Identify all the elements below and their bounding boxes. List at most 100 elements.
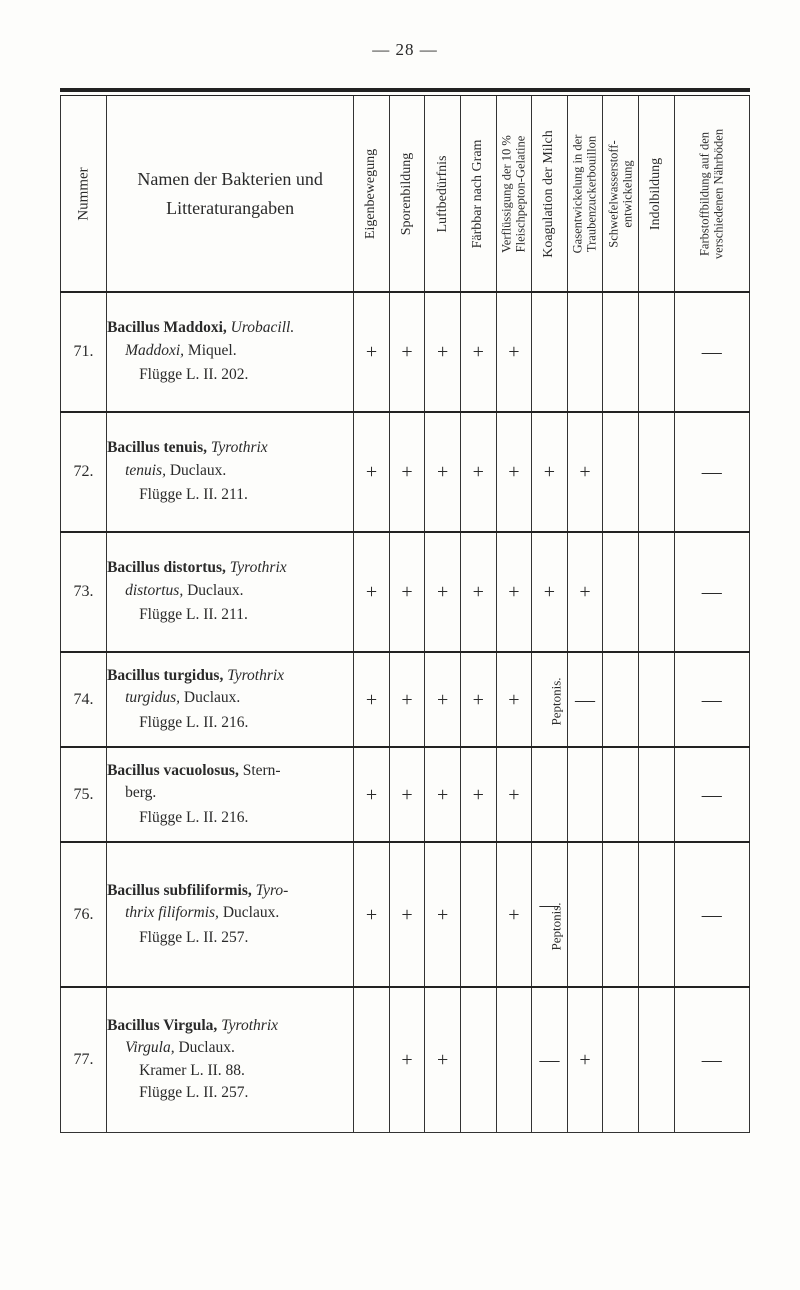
data-cell [638, 747, 674, 842]
data-cell: + [496, 532, 532, 652]
data-cell: + [425, 987, 461, 1132]
col-header-0: Eigenbewegung [354, 96, 390, 292]
data-cell [460, 987, 496, 1132]
data-cell: + [460, 412, 496, 532]
data-cell: — [674, 292, 749, 412]
data-cell: + [460, 532, 496, 652]
data-cell [496, 987, 532, 1132]
data-cell: + [389, 292, 425, 412]
data-cell: — [674, 747, 749, 842]
data-cell [603, 747, 639, 842]
row-name: Bacillus vacuolosus, Stern-berg.Flügge L… [107, 747, 354, 842]
data-cell [603, 987, 639, 1132]
data-cell [567, 747, 603, 842]
col-header-9: Farbstoffbildung auf denverschiedenen Nä… [674, 96, 749, 292]
row-number: 72. [61, 412, 107, 532]
row-number: 73. [61, 532, 107, 652]
data-cell [638, 292, 674, 412]
row-number: 74. [61, 652, 107, 747]
col-header-2: Luftbedürfnis [425, 96, 461, 292]
data-cell [460, 842, 496, 987]
table-row: 71.Bacillus Maddoxi, Urobacill.Maddoxi, … [61, 292, 750, 412]
data-cell [638, 412, 674, 532]
data-cell: + [496, 412, 532, 532]
data-cell: + [567, 412, 603, 532]
col-header-8: Indolbildung [638, 96, 674, 292]
data-cell: + [389, 652, 425, 747]
row-number: 76. [61, 842, 107, 987]
page-number: — 28 — [60, 40, 750, 60]
data-cell: + [389, 842, 425, 987]
data-cell: + [496, 652, 532, 747]
data-cell: — [674, 842, 749, 987]
data-cell [603, 532, 639, 652]
row-name: Bacillus tenuis, Tyrothrixtenuis, Duclau… [107, 412, 354, 532]
data-cell: + [389, 532, 425, 652]
table-row: 77.Bacillus Virgula, TyrothrixVirgula, D… [61, 987, 750, 1132]
page: — 28 — Nummer Namen der Bakterien und Li… [0, 0, 800, 1290]
row-name: Bacillus subfiliformis, Tyro-thrix filif… [107, 842, 354, 987]
col-header-7: Schwefelwasserstoff-entwickelung [603, 96, 639, 292]
row-number: 77. [61, 987, 107, 1132]
data-cell: + [389, 987, 425, 1132]
data-cell: + [425, 652, 461, 747]
top-rule [60, 88, 750, 96]
data-cell [354, 987, 390, 1132]
row-name: Bacillus Virgula, TyrothrixVirgula, Ducl… [107, 987, 354, 1132]
data-cell [603, 652, 639, 747]
data-cell: + [354, 292, 390, 412]
data-cell: + [496, 747, 532, 842]
table-row: 73.Bacillus distortus, Tyrothrixdistortu… [61, 532, 750, 652]
data-cell: + [532, 412, 568, 532]
data-cell [603, 292, 639, 412]
data-cell: — [674, 987, 749, 1132]
col-header-name: Namen der Bakterien und Litteraturangabe… [107, 96, 354, 292]
data-cell [567, 842, 603, 987]
data-cell: + [460, 652, 496, 747]
data-cell [532, 747, 568, 842]
data-cell: — [674, 412, 749, 532]
col-header-nummer: Nummer [61, 96, 107, 292]
data-cell: + [354, 652, 390, 747]
data-cell: + [567, 532, 603, 652]
data-cell: — [532, 987, 568, 1132]
bacteria-table: Nummer Namen der Bakterien und Litteratu… [60, 96, 750, 1133]
col-header-4: Verflüssigung der 10 %Fleischpepton-Gela… [496, 96, 532, 292]
data-cell: + [425, 292, 461, 412]
data-cell [603, 842, 639, 987]
data-cell: + [354, 842, 390, 987]
col-header-6: Gasentwickelung in derTraubenzuckerbouil… [567, 96, 603, 292]
data-cell [638, 987, 674, 1132]
table-row: 72.Bacillus tenuis, Tyrothrixtenuis, Duc… [61, 412, 750, 532]
table-row: 75.Bacillus vacuolosus, Stern-berg.Flügg… [61, 747, 750, 842]
data-cell: + [389, 412, 425, 532]
data-cell: + [425, 532, 461, 652]
table-row: 74.Bacillus turgidus, Tyrothrixturgidus,… [61, 652, 750, 747]
data-cell: —Peptonis. [532, 842, 568, 987]
data-cell: + [532, 532, 568, 652]
data-cell: + [425, 412, 461, 532]
row-name: Bacillus turgidus, Tyrothrixturgidus, Du… [107, 652, 354, 747]
data-cell: — [674, 652, 749, 747]
data-cell: + [354, 747, 390, 842]
row-name: Bacillus Maddoxi, Urobacill.Maddoxi, Miq… [107, 292, 354, 412]
data-cell: + [460, 747, 496, 842]
data-cell [638, 532, 674, 652]
data-cell: — [567, 652, 603, 747]
data-cell: — [674, 532, 749, 652]
row-number: 71. [61, 292, 107, 412]
col-header-3: Färbbar nach Gram [460, 96, 496, 292]
data-cell: + [567, 987, 603, 1132]
data-cell: Peptonis. [532, 652, 568, 747]
row-number: 75. [61, 747, 107, 842]
row-name: Bacillus distortus, Tyrothrixdistortus, … [107, 532, 354, 652]
data-cell [603, 412, 639, 532]
data-cell: + [389, 747, 425, 842]
data-cell: + [354, 532, 390, 652]
data-cell: + [496, 292, 532, 412]
data-cell: + [496, 842, 532, 987]
data-cell [532, 292, 568, 412]
data-cell [638, 652, 674, 747]
data-cell: + [425, 842, 461, 987]
data-cell [567, 292, 603, 412]
